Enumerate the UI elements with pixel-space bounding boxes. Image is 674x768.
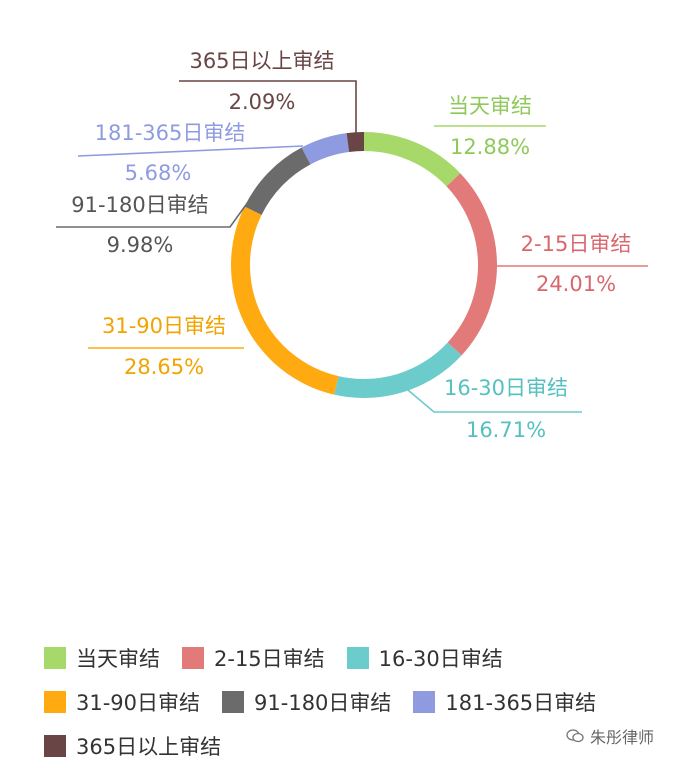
slice-value-label-2: 16.71% [466, 418, 546, 442]
watermark-text: 朱彤律师 [590, 728, 655, 747]
donut-slice-4 [244, 147, 311, 215]
slice-name-label-2: 16-30日审结 [444, 376, 568, 400]
slice-value-label-3: 28.65% [124, 355, 204, 379]
donut-chart: 当天审结 12.88% 2-15日审结 24.01% 16-30日审结 16.71% 31-… [56, 49, 648, 442]
legend-item-3: 31-90日审结 [44, 687, 200, 717]
legend-item-0: 当天审结 [44, 643, 160, 673]
leader-line-4 [56, 201, 249, 228]
legend-label-1: 2-15日审结 [214, 647, 325, 671]
slice-name-label-1: 2-15日审结 [521, 232, 632, 256]
legend-swatch-4 [222, 691, 245, 713]
slice-value-label-4: 9.98% [107, 233, 174, 257]
legend-item-6: 365日以上审结 [44, 731, 221, 761]
legend-label-3: 31-90日审结 [76, 691, 201, 715]
legend-row: 31-90日审结 91-180日审结 181-365日审结 [44, 680, 654, 724]
legend-swatch-6 [44, 735, 66, 757]
legend-item-5: 181-365日审结 [413, 687, 596, 717]
slice-name-label-5: 181-365日审结 [95, 121, 246, 145]
slice-value-label-0: 12.88% [450, 135, 530, 159]
wechat-icon [566, 729, 584, 743]
legend-item-2: 16-30日审结 [346, 643, 503, 673]
donut-slice-3 [230, 206, 339, 395]
donut-slice-0 [364, 132, 461, 187]
slice-value-label-1: 24.01% [536, 272, 616, 296]
leader-line-6 [179, 80, 357, 133]
slice-name-label-6: 365日以上审结 [189, 49, 334, 73]
legend-label-6: 365日以上审结 [76, 735, 222, 759]
slice-name-label-4: 91-180日审结 [71, 193, 208, 217]
legend-swatch-3 [44, 691, 66, 713]
chart-legend: 当天审结 2-15日审结 16-30日审结 31-90日审结 91-180日审结… [44, 636, 654, 768]
legend-row: 365日以上审结 [44, 724, 654, 768]
watermark: 朱彤律师 [566, 724, 654, 748]
legend-swatch-0 [44, 647, 66, 669]
leader-line-5 [77, 145, 304, 157]
donut-slice-5 [301, 133, 350, 165]
legend-item-1: 2-15日审结 [182, 643, 325, 673]
legend-swatch-2 [346, 647, 369, 669]
legend-label-2: 16-30日审结 [378, 647, 503, 671]
legend-item-4: 91-180日审结 [222, 687, 391, 717]
legend-swatch-1 [182, 647, 204, 669]
donut-slice-2 [334, 342, 462, 398]
leader-line-2 [401, 384, 582, 413]
slice-name-label-3: 31-90日审结 [102, 314, 226, 338]
legend-label-5: 181-365日审结 [445, 691, 597, 715]
legend-label-4: 91-180日审结 [254, 691, 392, 715]
donut-slice-1 [446, 173, 497, 356]
legend-label-0: 当天审结 [76, 647, 160, 671]
slice-name-label-0: 当天审结 [448, 94, 532, 118]
slice-value-label-5: 5.68% [125, 161, 192, 185]
legend-row: 当天审结 2-15日审结 16-30日审结 [44, 636, 654, 680]
slice-value-label-6: 2.09% [229, 90, 296, 114]
legend-swatch-5 [413, 691, 436, 713]
donut-slice-6 [346, 132, 364, 152]
